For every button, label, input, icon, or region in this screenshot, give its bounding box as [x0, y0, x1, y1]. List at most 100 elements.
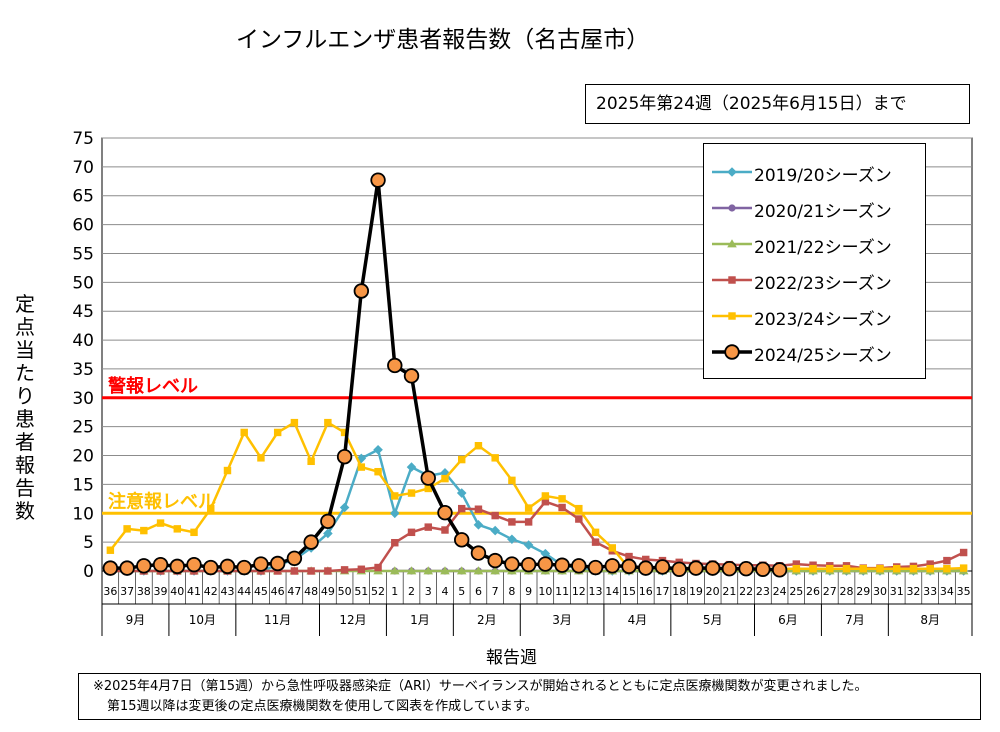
data-point	[457, 455, 466, 464]
x-tick-label: 30	[873, 585, 887, 598]
data-point	[738, 560, 754, 577]
data-point	[621, 558, 637, 575]
data-point	[207, 504, 215, 513]
data-point	[257, 454, 265, 462]
data-point	[558, 495, 566, 503]
data-point	[943, 556, 951, 565]
data-point	[424, 523, 432, 531]
data-point	[340, 566, 349, 574]
data-point	[269, 555, 286, 572]
data-point	[406, 566, 417, 575]
data-point	[169, 558, 185, 575]
threshold-label: 注意報レベル	[108, 490, 216, 512]
x-tick-label: 19	[689, 585, 703, 598]
legend-item: 2024/25シーズン	[704, 337, 924, 367]
y-tick-label: 45	[72, 302, 94, 322]
legend-item: 2019/20シーズン	[704, 157, 924, 187]
x-axis-title: 報告週	[486, 648, 537, 668]
data-point	[407, 528, 416, 537]
data-point	[654, 559, 671, 575]
data-point	[541, 492, 550, 500]
data-point	[473, 520, 484, 530]
data-point	[470, 545, 487, 561]
x-tick-label: 6	[475, 585, 482, 598]
data-point	[420, 470, 436, 486]
data-point	[520, 556, 537, 573]
data-point	[608, 544, 617, 552]
data-point	[456, 488, 467, 498]
data-point	[792, 564, 801, 573]
y-tick-label: 15	[72, 475, 94, 495]
data-point	[892, 564, 901, 573]
x-tick-label: 47	[287, 585, 301, 598]
x-tick-label: 23	[756, 585, 770, 598]
data-point	[491, 511, 499, 520]
x-tick-label: 40	[170, 585, 184, 598]
x-tick-label: 37	[120, 585, 134, 598]
x-tick-label: 41	[187, 585, 201, 598]
x-tick-label: 7	[492, 585, 499, 598]
y-tick-label: 0	[83, 562, 94, 582]
month-label: 12月	[339, 613, 366, 627]
data-point	[809, 564, 817, 573]
x-tick-label: 50	[338, 585, 352, 598]
data-point	[440, 566, 450, 575]
month-label: 4月	[628, 613, 648, 627]
data-point	[203, 559, 219, 576]
x-tick-label: 8	[508, 585, 515, 598]
data-point	[441, 526, 449, 534]
month-label: 3月	[552, 613, 572, 627]
data-point	[324, 567, 332, 575]
legend-label: 2022/23シーズン	[754, 274, 892, 294]
month-label: 9月	[126, 613, 146, 627]
x-tick-label: 9	[525, 585, 532, 598]
data-point	[407, 489, 416, 497]
data-point	[959, 564, 968, 572]
month-label: 6月	[778, 613, 798, 627]
y-tick-label: 60	[72, 216, 94, 236]
series-line	[109, 421, 964, 570]
series-5	[102, 172, 788, 578]
data-point	[943, 564, 951, 573]
data-point	[370, 172, 386, 188]
data-point	[387, 357, 403, 374]
x-tick-label: 24	[773, 585, 787, 598]
data-point	[591, 528, 600, 537]
data-point	[273, 428, 282, 437]
data-point	[638, 560, 654, 576]
data-point	[721, 560, 738, 577]
data-point	[307, 457, 315, 466]
y-tick-label: 25	[72, 418, 94, 438]
x-tick-label: 45	[254, 585, 268, 598]
legend-swatch-icon	[712, 344, 752, 360]
data-point	[123, 525, 131, 533]
data-point	[456, 566, 467, 575]
data-point	[236, 559, 252, 576]
data-point	[671, 561, 687, 577]
data-point	[487, 552, 503, 569]
x-tick-label: 42	[204, 585, 218, 598]
x-tick-label: 18	[672, 585, 686, 598]
data-point	[156, 519, 165, 527]
x-tick-label: 3	[425, 585, 432, 598]
data-point	[391, 538, 399, 547]
x-tick-label: 20	[706, 585, 720, 598]
data-point	[541, 498, 550, 506]
x-tick-label: 49	[321, 585, 335, 598]
legend-label: 2020/21シーズン	[754, 202, 892, 222]
x-tick-label: 2	[408, 585, 415, 598]
data-point	[223, 466, 232, 475]
y-tick-label: 75	[72, 129, 94, 149]
data-point	[728, 312, 736, 320]
x-tick-label: 22	[739, 585, 753, 598]
x-tick-label: 17	[655, 585, 669, 598]
data-point	[728, 204, 736, 212]
y-tick-label: 30	[72, 389, 94, 409]
data-point	[403, 368, 420, 384]
data-point	[755, 561, 771, 577]
y-tick-label: 5	[83, 533, 94, 553]
legend-label: 2021/22シーズン	[754, 238, 892, 258]
data-point	[303, 534, 319, 550]
data-point	[423, 566, 434, 575]
data-point	[926, 564, 934, 573]
